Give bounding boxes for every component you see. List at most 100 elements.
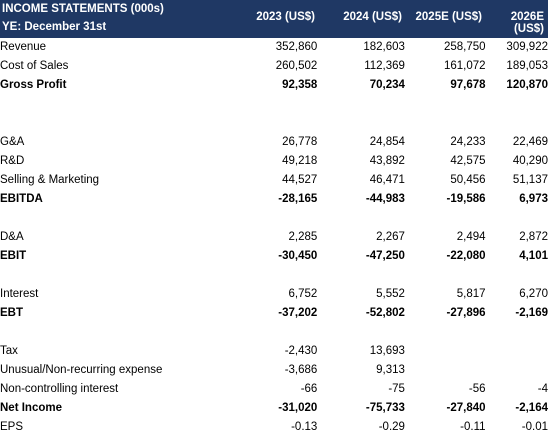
value-cell: -2,169 [515,307,548,319]
value-cell: -3,686 [284,364,318,376]
table-row: Revenue 352,860 182,603 258,750 309,922 [0,38,548,57]
value-cell: 49,218 [282,155,318,167]
value-cell: -47,250 [365,250,405,262]
statement-title: INCOME STATEMENTS (000s) [2,3,164,15]
row-label: R&D [0,155,25,167]
value-cell [405,361,486,380]
value-cell: 182,603 [363,41,405,53]
spacer-cell [0,266,548,285]
table-row: Interest 6,752 5,552 5,817 6,270 [0,285,548,304]
row-label: Gross Profit [0,79,67,91]
column-header-2024: 2024 (US$) [343,11,402,23]
header-bar: INCOME STATEMENTS (000s) YE: December 31… [0,0,548,38]
row-label: EBIT [0,250,27,262]
value-cell: -37,202 [278,307,318,319]
table-row: G&A 26,778 24,854 24,233 22,469 [0,133,548,152]
value-cell: 26,778 [282,136,318,148]
table-row: EBT -37,202 -52,802 -27,896 -2,169 [0,304,548,323]
row-label: G&A [0,136,25,148]
value-cell: 46,471 [369,174,405,186]
value-cell: -0.01 [521,421,548,433]
spacer-cell [0,209,548,228]
value-cell: -66 [300,383,318,395]
column-header-2026e: 2026E (US$) [510,11,544,35]
value-cell: 50,456 [450,174,486,186]
value-cell: 309,922 [506,41,548,53]
table-row: Unusual/Non-recurring expense -3,686 9,313 [0,361,548,380]
value-cell: 92,358 [282,79,318,91]
value-cell: 44,527 [282,174,318,186]
value-cell: -28,165 [278,193,318,205]
table-row: EBIT -30,450 -47,250 -22,080 4,101 [0,247,548,266]
value-cell: 5,817 [456,288,486,300]
value-cell: 2,267 [376,231,405,243]
value-cell: 6,752 [288,288,318,300]
value-cell: 5,552 [376,288,405,300]
value-cell: 258,750 [443,41,486,53]
spacer-cell [0,323,548,342]
value-cell: 6,270 [519,288,548,300]
spacer-row [0,209,548,228]
value-cell: 352,860 [275,41,318,53]
value-cell: 2,872 [519,231,548,243]
value-cell: -27,896 [446,307,486,319]
table-row: Tax -2,430 13,693 [0,342,548,361]
value-cell: -22,080 [446,250,486,262]
value-cell: 260,502 [275,60,318,72]
value-cell: -75,733 [365,402,405,414]
value-cell: 40,290 [512,155,548,167]
value-cell: 24,854 [369,136,405,148]
spacer-row [0,114,548,133]
value-cell: 4,101 [519,250,548,262]
table-row: EBITDA -28,165 -44,983 -19,586 6,973 [0,190,548,209]
row-label: Non-controlling interest [0,383,119,395]
value-cell: 43,892 [369,155,405,167]
table-row: Cost of Sales 260,502 112,369 161,072 189,05… [0,57,548,76]
table-row: Non-controlling interest -66 -75 -56 -4 [0,380,548,399]
table-row: D&A 2,285 2,267 2,494 2,872 [0,228,548,247]
row-label: Tax [0,345,18,357]
spacer-cell [0,95,548,114]
row-label: Interest [0,288,39,300]
value-cell: 24,233 [450,136,486,148]
table-row: EPS -0.13 -0.29 -0.11 -0.01 [0,418,548,437]
fiscal-year-end: YE: December 31st [2,21,107,33]
row-label: Unusual/Non-recurring expense [0,364,163,376]
value-cell: -75 [388,383,405,395]
value-cell [405,342,486,361]
row-label: Cost of Sales [0,60,69,72]
value-cell: 189,053 [506,60,548,72]
value-cell: -0.29 [378,421,405,433]
row-label: Net Income [0,402,62,414]
value-cell: -4 [537,383,548,395]
value-cell: -2,430 [284,345,318,357]
value-cell: 22,469 [512,136,548,148]
row-label: EBT [0,307,23,319]
value-cell: 97,678 [450,79,486,91]
spacer-cell [0,114,548,133]
value-cell: -30,450 [278,250,318,262]
row-label: EPS [0,421,24,433]
value-cell: -0.13 [291,421,318,433]
value-cell: -27,840 [446,402,486,414]
value-cell: 51,137 [512,174,548,186]
value-cell: -52,802 [365,307,405,319]
value-cell: 2,494 [456,231,486,243]
table-row: Net Income -31,020 -75,733 -27,840 -2,164 [0,399,548,418]
value-cell: 161,072 [443,60,486,72]
spacer-row [0,266,548,285]
value-cell: -31,020 [278,402,318,414]
value-cell [486,361,548,380]
column-header-2023: 2023 (US$) [256,11,315,23]
value-cell: -0.11 [460,421,486,433]
value-cell: 70,234 [369,79,405,91]
income-table: Revenue 352,860 182,603 258,750 309,922 Cost … [0,38,548,437]
value-cell: -44,983 [365,193,405,205]
row-label: EBITDA [0,193,43,205]
value-cell: -19,586 [446,193,486,205]
table-row: Gross Profit 92,358 70,234 97,678 120,870 [0,76,548,95]
spacer-row [0,323,548,342]
table-row: R&D 49,218 43,892 42,575 40,290 [0,152,548,171]
value-cell: -56 [468,383,486,395]
value-cell: 112,369 [364,60,405,72]
